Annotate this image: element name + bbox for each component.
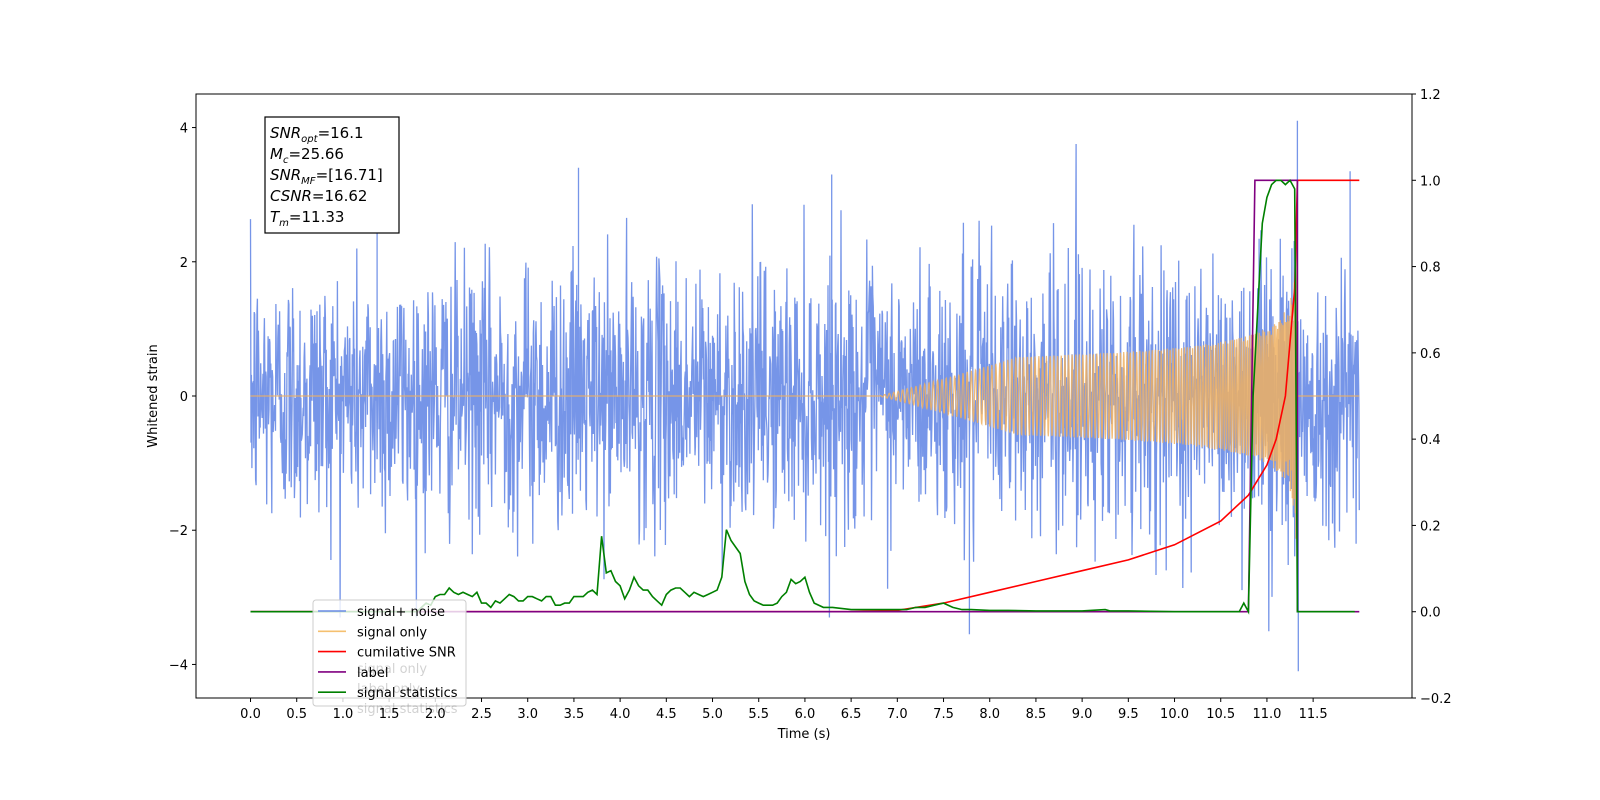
y2-tick-label: 1.0: [1420, 174, 1441, 189]
y2-tick-label: 1.2: [1420, 88, 1441, 103]
y-axis-right: −0.2 0.0 0.2 0.4 0.6 0.8 1.0 1.2: [1412, 88, 1452, 707]
info-tm: Tm=11.33: [270, 208, 344, 229]
x-tick-label: 0.0: [240, 707, 261, 722]
y2-tick-label: 0.0: [1420, 606, 1441, 621]
legend-ghost-label: signal statistics: [357, 702, 458, 717]
x-tick-label: 10.0: [1160, 707, 1189, 722]
legend-label: signal+ noise: [357, 605, 445, 620]
x-axis: 0.0 0.5 1.0 1.5 2.0 2.5 3.0 3.5 4.0 4.5 5.0 5.5 6.0 6…: [240, 698, 1328, 722]
plot-area: [249, 120, 1360, 672]
info-snr-opt: SNRopt=16.1: [270, 124, 364, 145]
x-tick-label: 9.5: [1118, 707, 1139, 722]
y-tick-label: 0: [180, 390, 188, 405]
y-axis-left: −4 −2 0 2 4: [169, 122, 196, 673]
x-tick-label: 11.0: [1252, 707, 1281, 722]
x-tick-label: 6.0: [795, 707, 816, 722]
x-tick-label: 6.5: [841, 707, 862, 722]
legend-ghost-label: signal only: [357, 662, 427, 677]
legend-label: label: [357, 666, 388, 681]
x-tick-label: 4.5: [656, 707, 677, 722]
x-tick-label: 10.5: [1206, 707, 1235, 722]
y-tick-label: −2: [169, 524, 188, 539]
series-line-signal-only: [250, 231, 1360, 539]
x-tick-label: 8.5: [1026, 707, 1047, 722]
x-tick-label: 1.5: [379, 707, 400, 722]
x-tick-label: 7.0: [887, 707, 908, 722]
y-tick-label: 4: [180, 122, 188, 137]
y-tick-label: 2: [180, 256, 188, 271]
right-axis-series: [250, 179, 1360, 615]
info-mc: Mc=25.66: [270, 145, 344, 166]
legend-ghost-label: label only: [357, 682, 420, 697]
x-tick-label: 0.5: [286, 707, 307, 722]
x-tick-label: 5.0: [702, 707, 723, 722]
y2-tick-label: 0.2: [1420, 519, 1441, 534]
legend-label: cumilative SNR: [357, 646, 456, 661]
y-tick-label: −4: [169, 658, 188, 673]
x-tick-label: 2.5: [471, 707, 492, 722]
x-tick-label: 7.5: [933, 707, 954, 722]
x-tick-label: 11.5: [1299, 707, 1328, 722]
y2-tick-label: 0.6: [1420, 347, 1441, 362]
x-tick-label: 2.0: [425, 707, 446, 722]
series-line-signal-statistics: [250, 179, 1355, 615]
info-snr-mf: SNRMF=[16.71]: [270, 166, 383, 187]
info-box-frame: [264, 116, 400, 234]
x-tick-label: 1.0: [333, 707, 354, 722]
info-box: SNRopt=16.1Mc=25.66SNRMF=[16.71]CSNR=16.…: [264, 116, 400, 234]
y2-tick-label: 0.4: [1420, 433, 1441, 448]
y2-tick-label: −0.2: [1420, 692, 1452, 707]
info-csnr: CSNR=16.62: [270, 187, 367, 205]
series-signal-only: [250, 231, 1360, 539]
x-tick-label: 3.0: [517, 707, 538, 722]
x-tick-label: 5.5: [748, 707, 769, 722]
x-tick-label: 9.0: [1072, 707, 1093, 722]
x-tick-label: 4.0: [610, 707, 631, 722]
series-line-cumilative-snr: [250, 179, 1360, 613]
x-tick-label: 3.5: [564, 707, 585, 722]
legend-frame: [312, 599, 467, 707]
y-axis-label: Whitened strain: [146, 344, 161, 447]
legend-label: signal statistics: [357, 686, 458, 701]
x-tick-label: 8.0: [979, 707, 1000, 722]
legend-label: signal only: [357, 625, 427, 640]
x-axis-label: Time (s): [777, 727, 831, 742]
y2-tick-label: 0.8: [1420, 261, 1441, 276]
